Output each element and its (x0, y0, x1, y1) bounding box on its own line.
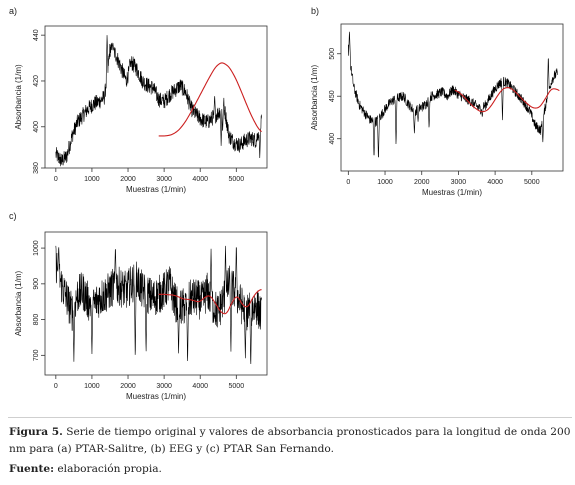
x-tick-label: 2000 (414, 179, 430, 186)
forecast-series-line (454, 87, 560, 113)
forecast-series-line (158, 62, 262, 137)
y-tick-label: 400 (329, 133, 336, 145)
y-tick-label: 700 (33, 349, 40, 361)
figure-caption: Figura 5. Serie de tiempo original y val… (9, 424, 571, 458)
plot-frame (44, 25, 268, 169)
y-axis-title: Absorbancia (1/m) (310, 64, 319, 130)
x-tick-label: 5000 (229, 176, 245, 183)
caption-divider (8, 417, 572, 418)
observed-series-line (55, 35, 262, 167)
y-axis-title: Absorbancia (1/m) (14, 64, 23, 130)
x-tick-label: 2000 (120, 383, 136, 390)
observed-series-line (55, 245, 262, 364)
x-tick-label: 3000 (156, 383, 172, 390)
source-label: Fuente: (9, 463, 55, 475)
x-tick-label: 5000 (229, 383, 245, 390)
plot-area (55, 35, 262, 167)
x-tick-label: 3000 (451, 179, 467, 186)
panel-label: c) (9, 211, 17, 221)
x-tick-label: 5000 (524, 179, 540, 186)
x-tick-label: 4000 (192, 176, 208, 183)
caption-text: Serie de tiempo original y valores de ab… (9, 426, 571, 455)
panel-label: b) (311, 6, 319, 16)
plot-area (348, 31, 560, 158)
x-tick-label: 0 (54, 383, 58, 390)
plot-frame (340, 23, 564, 172)
y-tick-label: 800 (33, 314, 40, 326)
forecast-series-line (158, 289, 262, 315)
x-tick-label: 4000 (487, 179, 503, 186)
x-tick-label: 3000 (156, 176, 172, 183)
y-tick-label: 450 (329, 90, 336, 102)
x-tick-label: 1000 (84, 383, 100, 390)
source-text: elaboración propia. (57, 463, 162, 475)
chart-panel-3: c) 0 1000 2000 3000 4000 5000 700 800 900 1000 Mues… (9, 211, 268, 401)
y-tick-label: 420 (33, 75, 40, 87)
observed-series-line (348, 31, 558, 158)
chart-panel-1: a) 0 1000 2000 3000 4000 5000 380 400 420 440 Muest… (9, 6, 268, 194)
y-tick-label: 1000 (33, 240, 40, 256)
x-tick-label: 1000 (84, 176, 100, 183)
x-axis-title: Muestras (1/min) (422, 188, 482, 197)
caption-label: Figura 5. (9, 426, 63, 438)
x-tick-label: 0 (346, 179, 350, 186)
x-tick-label: 0 (54, 176, 58, 183)
x-axis-title: Muestras (1/min) (126, 185, 186, 194)
plot-frame (44, 231, 268, 376)
y-tick-label: 400 (33, 121, 40, 133)
figure-source: Fuente: elaboración propia. (9, 463, 571, 475)
x-tick-label: 1000 (377, 179, 393, 186)
panel-label: a) (9, 6, 17, 16)
x-axis-title: Muestras (1/min) (126, 392, 186, 401)
y-tick-label: 900 (33, 278, 40, 290)
chart-panel-2: b) 0 1000 2000 3000 4000 5000 400 450 500 Muestras… (310, 6, 564, 197)
y-axis-title: Absorbancia (1/m) (14, 270, 23, 336)
y-tick-label: 380 (33, 162, 40, 174)
plot-area (55, 245, 262, 364)
x-tick-label: 2000 (120, 176, 136, 183)
x-tick-label: 4000 (192, 383, 208, 390)
y-tick-label: 440 (33, 29, 40, 41)
y-tick-label: 500 (329, 48, 336, 60)
